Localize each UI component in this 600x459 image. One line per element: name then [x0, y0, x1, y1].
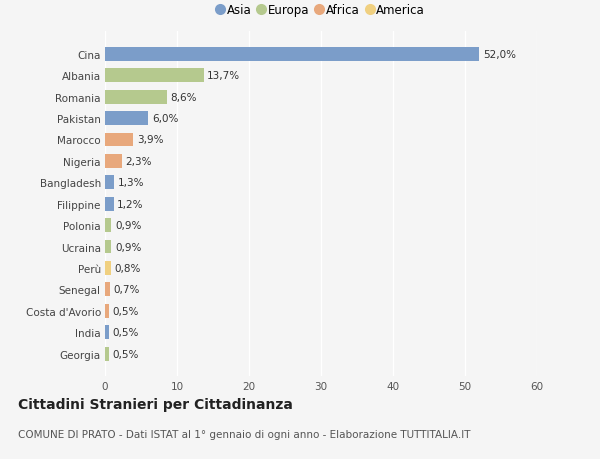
Text: 0,9%: 0,9% — [115, 242, 142, 252]
Bar — [105, 133, 133, 147]
Bar — [105, 155, 122, 168]
Text: 2,3%: 2,3% — [125, 157, 152, 167]
Text: 3,9%: 3,9% — [137, 135, 163, 145]
Bar — [105, 261, 111, 275]
Text: 52,0%: 52,0% — [483, 50, 516, 60]
Bar — [105, 112, 148, 126]
Text: COMUNE DI PRATO - Dati ISTAT al 1° gennaio di ogni anno - Elaborazione TUTTITALI: COMUNE DI PRATO - Dati ISTAT al 1° genna… — [18, 429, 470, 439]
Bar — [105, 69, 203, 83]
Text: 1,3%: 1,3% — [118, 178, 145, 188]
Text: 0,5%: 0,5% — [112, 349, 139, 359]
Text: 0,9%: 0,9% — [115, 221, 142, 230]
Bar — [105, 283, 110, 297]
Text: 0,7%: 0,7% — [113, 285, 140, 295]
Bar — [105, 176, 115, 190]
Bar — [105, 197, 113, 211]
Bar — [105, 48, 479, 62]
Text: 13,7%: 13,7% — [207, 71, 241, 81]
Text: 6,0%: 6,0% — [152, 114, 178, 124]
Text: 1,2%: 1,2% — [117, 199, 144, 209]
Text: 0,5%: 0,5% — [112, 327, 139, 337]
Legend: Asia, Europa, Africa, America: Asia, Europa, Africa, America — [215, 2, 427, 19]
Bar — [105, 325, 109, 339]
Text: 8,6%: 8,6% — [170, 92, 197, 102]
Text: 0,5%: 0,5% — [112, 306, 139, 316]
Bar — [105, 240, 112, 254]
Bar — [105, 304, 109, 318]
Bar — [105, 90, 167, 104]
Text: 0,8%: 0,8% — [115, 263, 141, 273]
Bar — [105, 218, 112, 233]
Bar — [105, 347, 109, 361]
Text: Cittadini Stranieri per Cittadinanza: Cittadini Stranieri per Cittadinanza — [18, 397, 293, 411]
